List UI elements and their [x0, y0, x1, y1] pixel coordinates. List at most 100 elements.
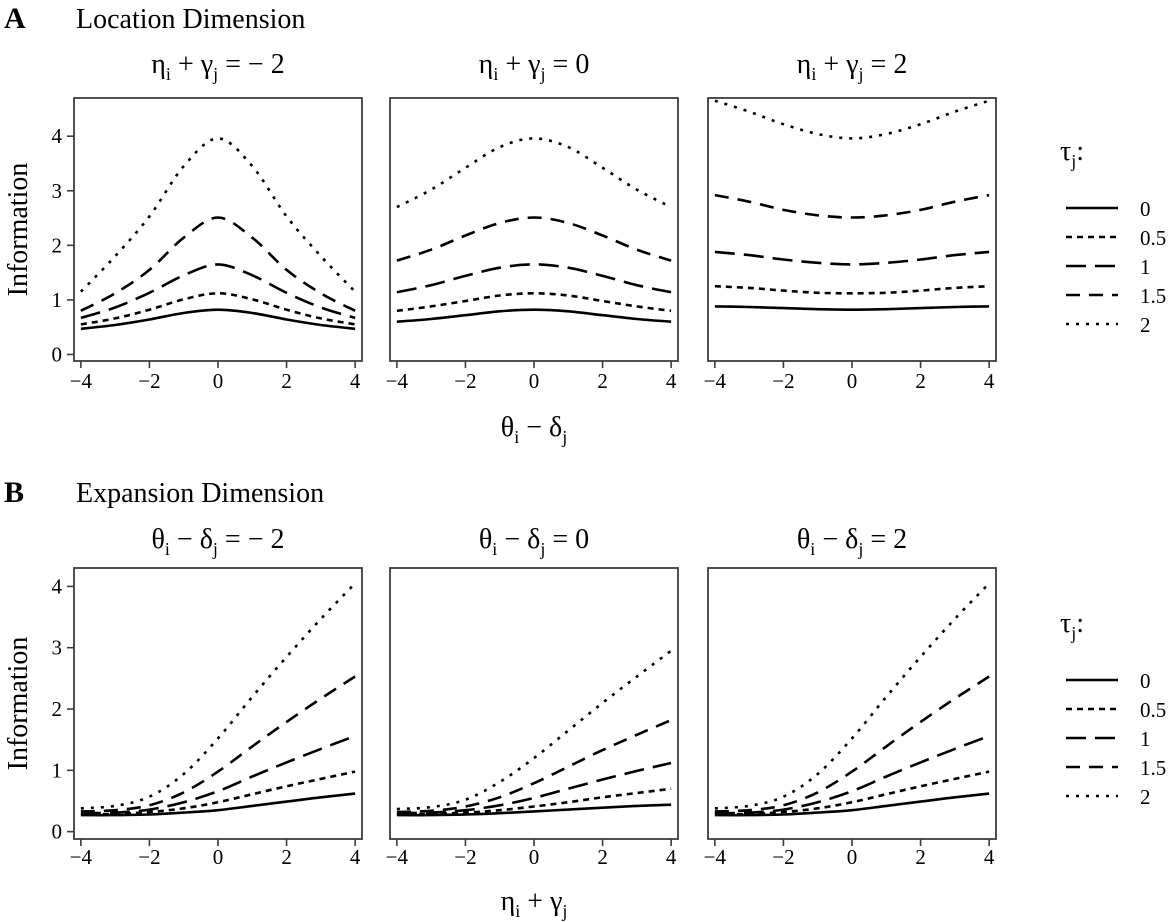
x-tick-label: −2	[138, 369, 160, 393]
series-line-tau-0-5	[396, 291, 672, 313]
series-line-tau-0	[396, 308, 672, 323]
panel-heading: Expansion Dimension	[76, 478, 324, 509]
legend-label: 2	[1140, 313, 1151, 337]
series-line-tau-1-5	[714, 675, 990, 813]
legend-label: 1.5	[1140, 284, 1166, 308]
y-tick-label: 4	[52, 574, 63, 598]
legend-label: 0	[1140, 669, 1151, 693]
series-line-tau-0	[80, 792, 356, 817]
x-tick-label: −2	[138, 845, 160, 869]
series-line-tau-0-5	[80, 291, 356, 326]
facet-b-2: θi − δj = 0 −4 −2 0 2 4	[386, 524, 679, 869]
x-tick-label: 0	[213, 369, 224, 393]
y-axis-title: Information	[3, 637, 34, 771]
series-line-tau-0	[714, 305, 990, 312]
facet-frame	[389, 97, 679, 362]
series-line-tau-1	[396, 761, 672, 815]
y-tick-label: 1	[52, 758, 63, 782]
x-tick-label: −2	[772, 845, 794, 869]
x-tick-label: −4	[70, 845, 93, 869]
facet-frame	[389, 567, 679, 840]
series-line-tau-2	[79, 137, 357, 293]
legend-label: 2	[1140, 785, 1151, 809]
x-tick-label: 2	[281, 845, 292, 869]
facet-a-1: ηi + γj = − 2 −4 −2 0 2 4 0 1 2 3 4	[52, 49, 363, 393]
facet-title: θi − δj = 2	[797, 524, 907, 559]
series-line-tau-0-5	[714, 284, 990, 295]
x-tick-label: 0	[213, 845, 224, 869]
series-line-tau-0	[714, 792, 990, 817]
x-tick-label: −4	[704, 369, 727, 393]
x-tick-label: 4	[984, 845, 995, 869]
facet-title: ηi + γj = 0	[479, 49, 590, 84]
x-tick-label: −4	[70, 369, 93, 393]
series-line-tau-1-5	[396, 216, 672, 262]
series-line-tau-1-5	[80, 216, 356, 312]
x-tick-label: 0	[847, 845, 858, 869]
series-line-tau-2	[396, 649, 672, 811]
series-line-tau-1	[80, 263, 356, 320]
x-tick-label: −2	[454, 845, 476, 869]
x-tick-label: 2	[597, 369, 608, 393]
legend-label: 0.5	[1140, 698, 1166, 722]
legend-label: 0	[1140, 197, 1151, 221]
x-tick-label: −4	[704, 845, 727, 869]
x-axis-title: θi − δj	[501, 412, 567, 447]
legend-title: τj:	[1060, 136, 1084, 171]
y-tick-label: 1	[52, 288, 63, 312]
legend-label: 0.5	[1140, 226, 1166, 250]
x-tick-label: 2	[915, 845, 926, 869]
y-axis-title: Information	[3, 163, 34, 297]
x-tick-label: 2	[915, 369, 926, 393]
series-line-tau-1	[396, 263, 672, 294]
panel-letter: B	[4, 476, 24, 509]
series-line-tau-2	[80, 582, 357, 810]
series-line-tau-1-5	[396, 718, 672, 814]
series-line-tau-2	[714, 582, 991, 810]
series-line-tau-0-5	[396, 787, 672, 816]
legend: τj: 0 0.5 1 1.5 2	[1060, 136, 1166, 337]
legend-label: 1.5	[1140, 756, 1166, 780]
y-tick-label: 2	[52, 697, 63, 721]
x-tick-label: 0	[529, 369, 540, 393]
y-tick-label: 2	[52, 233, 63, 257]
x-tick-label: 4	[350, 369, 361, 393]
y-tick-label: 0	[52, 820, 63, 844]
y-tick-label: 4	[52, 124, 63, 148]
x-tick-label: 2	[281, 369, 292, 393]
series-line-tau-0-5	[714, 770, 990, 816]
legend-label: 1	[1140, 255, 1151, 279]
x-tick-label: 4	[350, 845, 361, 869]
y-tick-label: 3	[52, 636, 63, 660]
x-tick-label: 4	[666, 845, 677, 869]
y-tick-label: 3	[52, 179, 63, 203]
series-line-tau-1-5	[80, 675, 356, 813]
x-tick-label: 4	[984, 369, 995, 393]
facet-b-3: θi − δj = 2 −4 −2 0 2 4	[704, 524, 997, 869]
facet-title: θi − δj = − 2	[151, 524, 284, 559]
series-line-tau-2	[396, 137, 672, 209]
series-line-tau-0	[80, 308, 356, 331]
facet-title: ηi + γj = − 2	[151, 49, 284, 84]
series-line-tau-0	[396, 803, 672, 817]
x-tick-label: −2	[772, 369, 794, 393]
facet-a-2: ηi + γj = 0 −4 −2 0 2 4	[386, 49, 679, 393]
series-line-tau-1	[714, 734, 990, 815]
x-tick-label: 2	[597, 845, 608, 869]
x-tick-label: 0	[529, 845, 540, 869]
series-line-tau-2	[714, 99, 990, 140]
x-tick-label: 4	[666, 369, 677, 393]
legend: τj: 0 0.5 1 1.5 2	[1060, 608, 1166, 809]
series-line-tau-1-5	[714, 193, 990, 219]
facet-title: θi − δj = 0	[479, 524, 589, 559]
x-tick-label: −4	[386, 845, 409, 869]
x-tick-label: −4	[386, 369, 409, 393]
facet-frame	[73, 97, 363, 362]
x-tick-label: 0	[847, 369, 858, 393]
facet-b-1: θi − δj = − 2 −4 −2 0 2 4 0 1 2 3 4	[52, 524, 363, 869]
y-tick-label: 0	[52, 342, 63, 366]
series-line-tau-1	[714, 250, 990, 266]
series-line-tau-0-5	[80, 770, 356, 816]
panel-heading: Location Dimension	[76, 4, 305, 35]
